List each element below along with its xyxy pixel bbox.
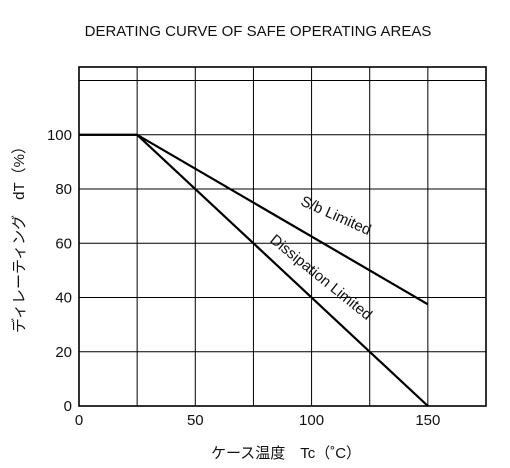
- tick-labels: 0 50 100 150 0 20 40 60 80 100: [47, 127, 440, 429]
- annotation-sb-limited: S/b Limited: [298, 193, 373, 239]
- y-axis-label: ディレーティング dT（%）: [10, 139, 28, 333]
- y-tick-label-100: 100: [47, 127, 72, 144]
- x-tick-label-100: 100: [299, 412, 324, 429]
- x-tick-label-50: 50: [187, 412, 204, 429]
- y-tick-label-20: 20: [55, 344, 72, 361]
- series-line-dissipation-limited: [79, 133, 429, 407]
- annotation-dissipation-limited: Dissipation Limited: [267, 231, 376, 323]
- y-tick-label-0: 0: [64, 398, 72, 415]
- y-tick-label-40: 40: [55, 290, 72, 307]
- chart-title: DERATING CURVE OF SAFE OPERATING AREAS: [85, 23, 432, 40]
- x-tick-label-0: 0: [75, 412, 83, 429]
- x-tick-label-150: 150: [415, 412, 440, 429]
- y-tick-label-80: 80: [55, 181, 72, 198]
- x-axis-label: ケース温度 Tc（˚C）: [211, 445, 361, 462]
- series-lines: [79, 133, 429, 407]
- plot-frame: [78, 66, 487, 407]
- y-tick-label-60: 60: [55, 235, 72, 252]
